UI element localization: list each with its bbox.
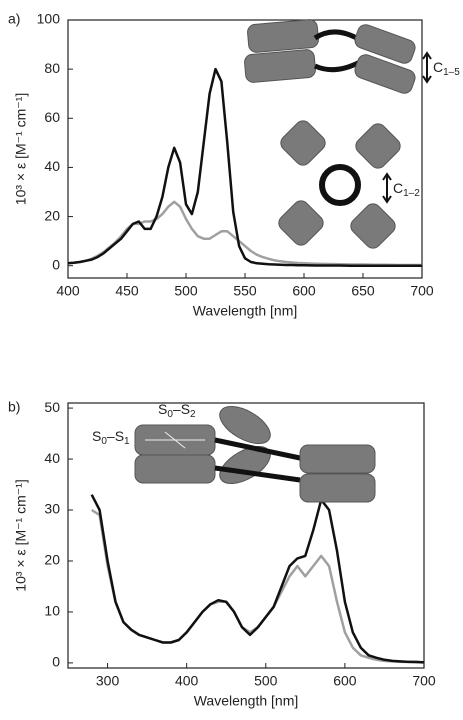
x-tick-label: 600 [333,673,357,689]
annotation-sub: 0 [167,409,173,420]
series-line [90,494,425,664]
annotation-text: C [433,59,443,75]
panel-label: b) [8,399,20,415]
annotation-sub: 1–2 [403,188,420,199]
molecule-side-view [244,19,416,94]
x-tick-label: 400 [175,673,199,689]
y-tick-label: 10 [44,603,60,619]
arrow [422,51,432,84]
annotation: S0–S1 [92,428,130,447]
x-tick-label: 300 [96,673,120,689]
x-tick-label: 450 [115,283,139,299]
annotation: S0–S2 [158,401,196,420]
annotation-text: S [158,401,167,417]
arrow [382,172,392,204]
annotation-sub: 1 [124,436,130,447]
plot-frame [67,19,423,279]
y-tick-label: 30 [44,501,60,517]
annotation: C1–2 [393,180,420,199]
y-axis-label: 10³ × ε [M⁻¹ cm⁻¹] [13,93,29,205]
y-tick-label: 0 [52,654,60,670]
x-tick-label: 650 [351,283,375,299]
y-tick-label: 20 [44,552,60,568]
annotation: C1–5 [433,59,460,78]
y-tick-label: 40 [44,158,60,174]
y-axis-label: 10³ × ε [M⁻¹ cm⁻¹] [13,479,29,591]
y-tick-label: 50 [44,399,60,415]
x-axis-label: Wavelength [nm] [193,303,298,319]
y-tick-label: 40 [44,450,60,466]
x-tick-label: 500 [174,283,198,299]
x-tick-label: 700 [410,283,434,299]
dimer-illustration [134,405,376,503]
y-tick-label: 20 [44,207,60,223]
plot-frame [67,402,425,669]
annotation-sub: 0 [101,436,107,447]
annotation-text: S [92,428,101,444]
panel-label: a) [8,11,20,27]
x-tick-label: 600 [292,283,316,299]
series-line [91,508,424,664]
x-tick-label: 500 [254,673,278,689]
x-tick-label: 400 [56,283,80,299]
y-tick-label: 80 [44,60,60,76]
annotation-sub: 1–5 [443,67,460,78]
annotation-sub: 2 [190,409,196,420]
y-tick-label: 60 [44,109,60,125]
x-axis-label: Wavelength [nm] [194,693,299,709]
series-line [67,67,422,267]
annotation-text: –S [107,428,124,444]
y-tick-label: 100 [37,11,61,27]
x-tick-label: 550 [233,283,257,299]
series-line [67,200,422,267]
annotation-text: C [393,180,403,196]
y-tick-label: 0 [52,256,60,272]
molecule-top-view [278,120,401,249]
x-tick-label: 700 [412,673,436,689]
annotation-text: –S [173,401,190,417]
